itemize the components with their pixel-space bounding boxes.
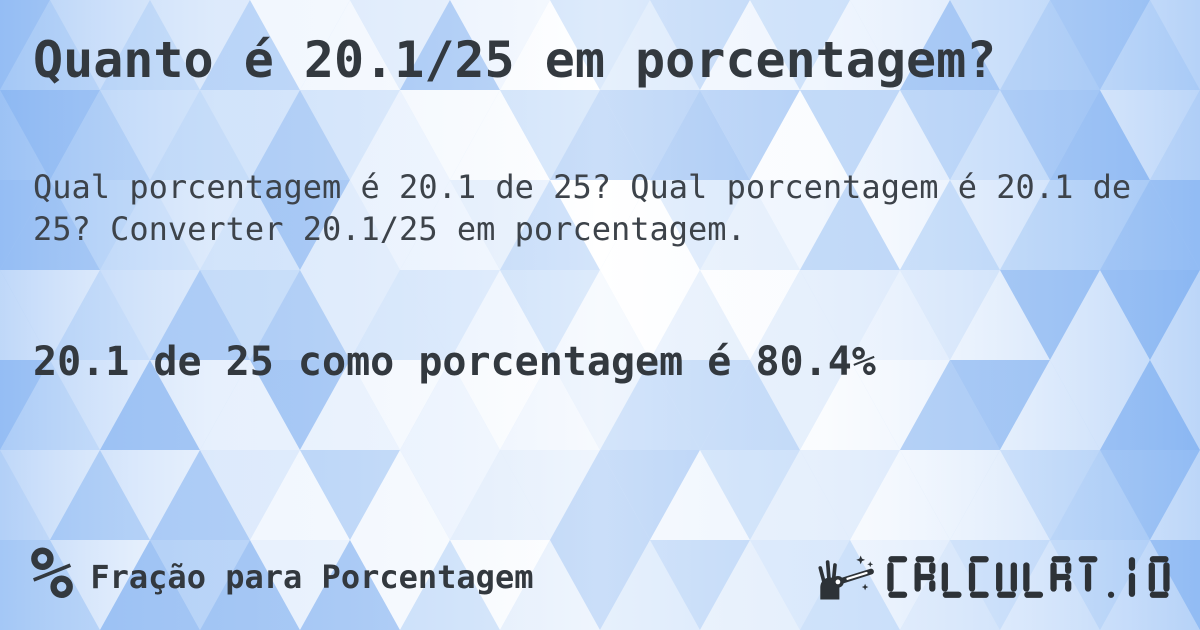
brand-logo xyxy=(815,554,1174,601)
category-label: Fração para Porcentagem xyxy=(90,558,534,596)
description-text: Qual porcentagem é 20.1 de 25? Qual porc… xyxy=(33,168,1132,248)
category: % Fração para Porcentagem xyxy=(30,537,534,613)
brand-wordmark xyxy=(887,556,1170,598)
answer-text: 20.1 de 25 como porcentagem é 80.4% xyxy=(33,339,876,385)
magic-wand-hand-icon xyxy=(818,554,874,600)
percent-icon: % xyxy=(30,531,74,615)
page-title: Quanto é 20.1/25 em porcentagem? xyxy=(33,31,997,89)
footer: % Fração para Porcentagem xyxy=(30,530,1174,624)
